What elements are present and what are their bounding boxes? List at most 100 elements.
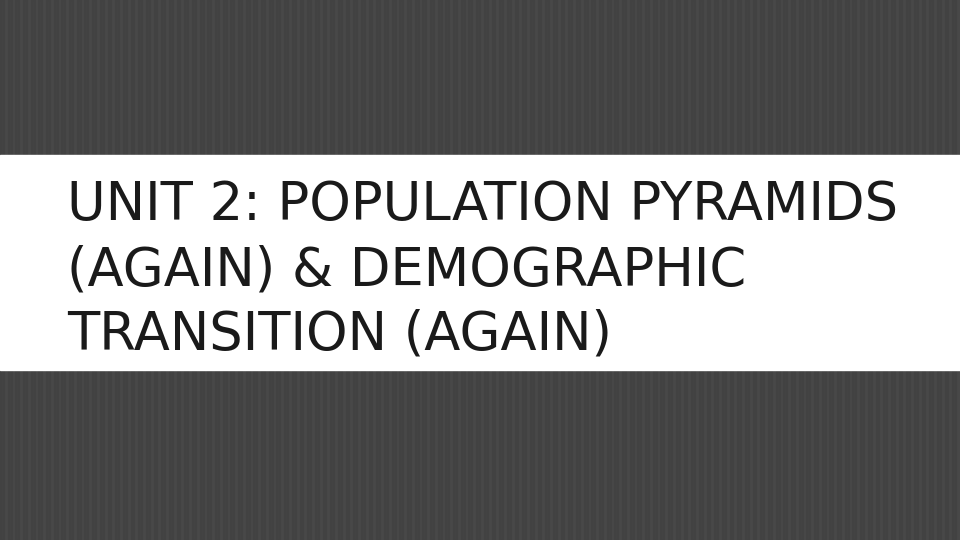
Bar bbox=[822, 0, 826, 540]
Bar bbox=[899, 0, 902, 540]
Bar bbox=[330, 0, 334, 540]
Bar bbox=[607, 0, 611, 540]
Bar bbox=[346, 0, 349, 540]
Bar bbox=[707, 0, 710, 540]
Bar bbox=[192, 0, 196, 540]
Bar bbox=[484, 0, 488, 540]
Bar bbox=[146, 0, 150, 540]
Bar bbox=[376, 0, 380, 540]
Bar bbox=[568, 0, 572, 540]
Bar bbox=[369, 0, 372, 540]
Bar bbox=[154, 0, 157, 540]
Bar bbox=[200, 0, 204, 540]
Bar bbox=[768, 0, 772, 540]
Bar bbox=[753, 0, 756, 540]
Bar bbox=[23, 0, 27, 540]
Bar bbox=[476, 0, 480, 540]
Bar bbox=[399, 0, 403, 540]
Bar bbox=[868, 0, 872, 540]
Bar bbox=[207, 0, 211, 540]
Bar bbox=[922, 0, 925, 540]
Bar bbox=[69, 0, 73, 540]
Bar bbox=[184, 0, 188, 540]
Text: (AGAIN) & DEMOGRAPHIC: (AGAIN) & DEMOGRAPHIC bbox=[67, 244, 747, 296]
Bar bbox=[599, 0, 603, 540]
Bar bbox=[0, 0, 4, 540]
Bar bbox=[238, 0, 242, 540]
Bar bbox=[261, 0, 265, 540]
Bar bbox=[115, 0, 119, 540]
Bar bbox=[852, 0, 856, 540]
Bar bbox=[131, 0, 134, 540]
Bar bbox=[161, 0, 165, 540]
Bar bbox=[230, 0, 234, 540]
Bar bbox=[169, 0, 173, 540]
Bar bbox=[461, 0, 465, 540]
Bar bbox=[614, 0, 618, 540]
Bar bbox=[123, 0, 127, 540]
Bar bbox=[561, 0, 564, 540]
Bar bbox=[407, 0, 411, 540]
Bar bbox=[545, 0, 549, 540]
Bar bbox=[676, 0, 680, 540]
Bar bbox=[553, 0, 557, 540]
Bar bbox=[269, 0, 273, 540]
Bar bbox=[499, 0, 503, 540]
Bar bbox=[361, 0, 365, 540]
Bar bbox=[323, 0, 326, 540]
Bar bbox=[392, 0, 396, 540]
Bar bbox=[338, 0, 342, 540]
Bar bbox=[714, 0, 718, 540]
Bar bbox=[46, 0, 50, 540]
Bar bbox=[284, 0, 288, 540]
Bar bbox=[215, 0, 219, 540]
Bar bbox=[730, 0, 733, 540]
Bar bbox=[645, 0, 649, 540]
Bar bbox=[223, 0, 227, 540]
Bar bbox=[776, 0, 780, 540]
Bar bbox=[31, 0, 35, 540]
Bar bbox=[876, 0, 879, 540]
Bar bbox=[883, 0, 887, 540]
Bar bbox=[660, 0, 664, 540]
Bar bbox=[806, 0, 810, 540]
Bar bbox=[138, 0, 142, 540]
Bar bbox=[100, 0, 104, 540]
Bar bbox=[384, 0, 388, 540]
Bar bbox=[952, 0, 956, 540]
Bar bbox=[622, 0, 626, 540]
Bar bbox=[0, 155, 960, 370]
Bar bbox=[691, 0, 695, 540]
Bar bbox=[307, 0, 311, 540]
Bar bbox=[61, 0, 65, 540]
Text: TRANSITION (AGAIN): TRANSITION (AGAIN) bbox=[67, 309, 612, 361]
Bar bbox=[246, 0, 250, 540]
Bar bbox=[538, 0, 541, 540]
Bar bbox=[653, 0, 657, 540]
Bar bbox=[637, 0, 641, 540]
Bar bbox=[507, 0, 511, 540]
Bar bbox=[584, 0, 588, 540]
Bar bbox=[722, 0, 726, 540]
Bar bbox=[445, 0, 449, 540]
Bar bbox=[737, 0, 741, 540]
Bar bbox=[84, 0, 88, 540]
Bar bbox=[745, 0, 749, 540]
Bar bbox=[430, 0, 434, 540]
Bar bbox=[684, 0, 687, 540]
Bar bbox=[422, 0, 426, 540]
Bar bbox=[177, 0, 180, 540]
Bar bbox=[315, 0, 319, 540]
Bar bbox=[837, 0, 841, 540]
Bar bbox=[108, 0, 111, 540]
Bar bbox=[891, 0, 895, 540]
Bar bbox=[783, 0, 787, 540]
Bar bbox=[8, 0, 12, 540]
Bar bbox=[276, 0, 280, 540]
Bar bbox=[814, 0, 818, 540]
Bar bbox=[929, 0, 933, 540]
Bar bbox=[668, 0, 672, 540]
Bar bbox=[292, 0, 296, 540]
Bar bbox=[699, 0, 703, 540]
Bar bbox=[576, 0, 580, 540]
